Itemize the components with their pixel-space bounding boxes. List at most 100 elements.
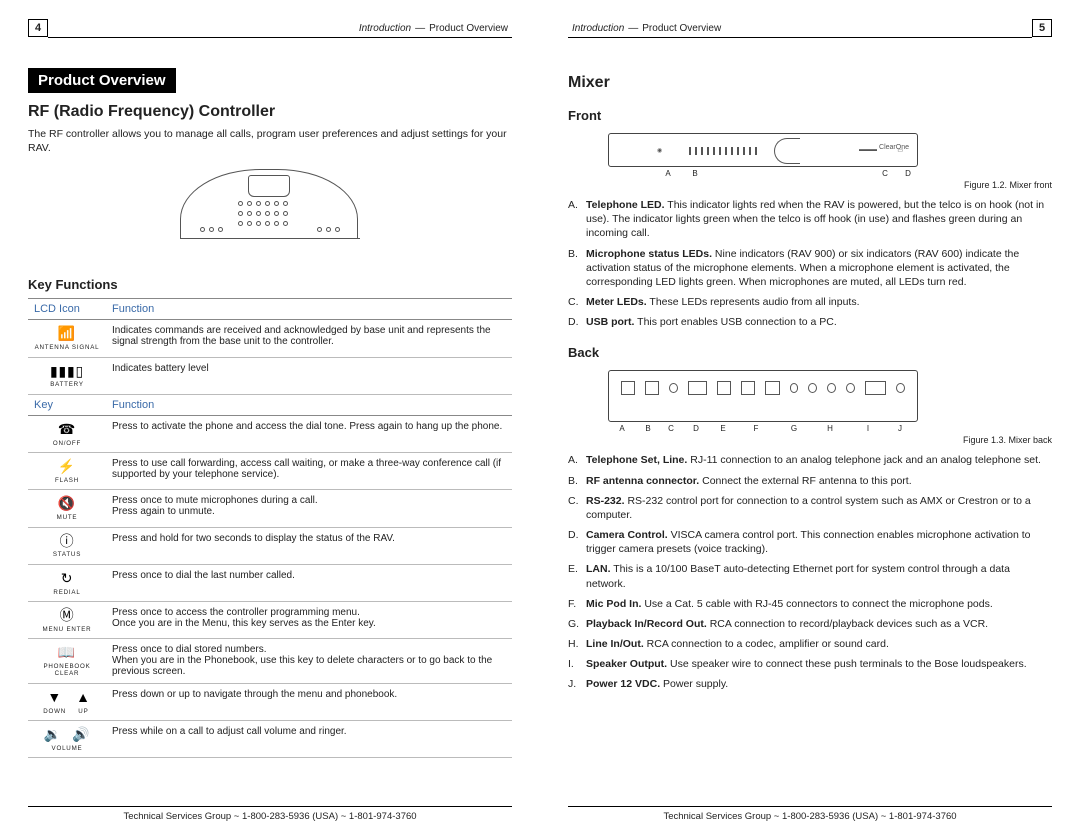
item-letter: J. bbox=[568, 677, 586, 691]
breadcrumb-sub: Product Overview bbox=[642, 23, 721, 34]
desc-cell: Press to use call forwarding, access cal… bbox=[106, 453, 512, 490]
item-text: Playback In/Record Out. RCA connection t… bbox=[586, 617, 1052, 631]
desc-cell: Press once to dial stored numbers.When y… bbox=[106, 639, 512, 684]
breadcrumb: Introduction — Product Overview bbox=[572, 23, 721, 34]
item-letter: B. bbox=[568, 474, 586, 488]
fig-back-caption: Figure 1.3. Mixer back bbox=[568, 435, 1052, 445]
desc-cell: Press while on a call to adjust call vol… bbox=[106, 721, 512, 758]
desc-cell: Indicates battery level bbox=[106, 357, 512, 394]
item-text: RF antenna connector. Connect the extern… bbox=[586, 474, 1052, 488]
breadcrumb-sub: Product Overview bbox=[429, 23, 508, 34]
header-row: Introduction — Product Overview 5 bbox=[568, 18, 1052, 38]
table-row: ⓘSTATUSPress and hold for two seconds to… bbox=[28, 527, 512, 564]
list-item: G.Playback In/Record Out. RCA connection… bbox=[568, 617, 1052, 631]
list-item: D.Camera Control. VISCA camera control p… bbox=[568, 528, 1052, 556]
back-item-list: A.Telephone Set, Line. RJ-11 connection … bbox=[568, 453, 1052, 697]
item-letter: H. bbox=[568, 637, 586, 651]
item-letter: A. bbox=[568, 453, 586, 467]
h3-key-functions: Key Functions bbox=[28, 277, 512, 292]
desc-cell: Press and hold for two seconds to displa… bbox=[106, 527, 512, 564]
icon-cell: 📖PHONEBOOK CLEAR bbox=[28, 639, 106, 684]
h3-back: Back bbox=[568, 345, 1052, 360]
list-item: C.RS-232. RS-232 control port for connec… bbox=[568, 494, 1052, 522]
breadcrumb-main: Introduction bbox=[572, 23, 624, 34]
desc-cell: Press once to access the controller prog… bbox=[106, 601, 512, 638]
item-text: Speaker Output. Use speaker wire to conn… bbox=[586, 657, 1052, 671]
mixer-back-figure bbox=[608, 370, 918, 422]
desc-cell: Press once to dial the last number calle… bbox=[106, 564, 512, 601]
desc-cell: Press once to mute microphones during a … bbox=[106, 490, 512, 527]
item-letter: A. bbox=[568, 198, 586, 241]
icon-cell: ⚡FLASH bbox=[28, 453, 106, 490]
th-function2: Function bbox=[106, 394, 512, 415]
h3-front: Front bbox=[568, 108, 1052, 123]
desc-cell: Indicates commands are received and ackn… bbox=[106, 320, 512, 357]
icon-cell: 🔇MUTE bbox=[28, 490, 106, 527]
item-letter: D. bbox=[568, 528, 586, 556]
header-row: 4 Introduction — Product Overview bbox=[28, 18, 512, 38]
icon-cell: ⓘSTATUS bbox=[28, 527, 106, 564]
footer: Technical Services Group ~ 1-800-283-593… bbox=[568, 806, 1052, 822]
table-row: 📖PHONEBOOK CLEARPress once to dial store… bbox=[28, 639, 512, 684]
mixer-front-figure: ◉ ClearOne ▬▬▬ ▭ bbox=[608, 133, 918, 167]
item-text: USB port. This port enables USB connecti… bbox=[586, 315, 1052, 329]
controller-illustration bbox=[180, 169, 360, 259]
table-row: 🔇MUTEPress once to mute microphones duri… bbox=[28, 490, 512, 527]
item-letter: B. bbox=[568, 247, 586, 290]
desc-cell: Press down or up to navigate through the… bbox=[106, 683, 512, 720]
th-function: Function bbox=[106, 299, 512, 320]
item-letter: C. bbox=[568, 494, 586, 522]
h2-rf-controller: RF (Radio Frequency) Controller bbox=[28, 103, 512, 121]
icon-cell: ▼DOWN▲UP bbox=[28, 683, 106, 720]
page-number-box: 5 bbox=[1032, 19, 1052, 37]
lcd-icon-table: LCD Icon Function 📶ANTENNA SIGNALIndicat… bbox=[28, 298, 512, 758]
item-text: Telephone Set, Line. RJ-11 connection to… bbox=[586, 453, 1052, 467]
item-text: Telephone LED. This indicator lights red… bbox=[586, 198, 1052, 241]
item-letter: C. bbox=[568, 295, 586, 309]
page-number-box: 4 bbox=[28, 19, 48, 37]
page-left: 4 Introduction — Product Overview Produc… bbox=[0, 0, 540, 834]
item-letter: I. bbox=[568, 657, 586, 671]
item-letter: E. bbox=[568, 562, 586, 590]
fig-front-caption: Figure 1.2. Mixer front bbox=[568, 180, 1052, 190]
icon-cell: ☎ON/OFF bbox=[28, 415, 106, 452]
list-item: I.Speaker Output. Use speaker wire to co… bbox=[568, 657, 1052, 671]
th-lcd-icon: LCD Icon bbox=[28, 299, 106, 320]
list-item: A.Telephone Set, Line. RJ-11 connection … bbox=[568, 453, 1052, 467]
item-text: Mic Pod In. Use a Cat. 5 cable with RJ-4… bbox=[586, 597, 1052, 611]
item-text: LAN. This is a 10/100 BaseT auto-detecti… bbox=[586, 562, 1052, 590]
breadcrumb-sep: — bbox=[628, 23, 638, 34]
breadcrumb-main: Introduction bbox=[359, 23, 411, 34]
header-rule bbox=[568, 37, 1032, 38]
breadcrumb: Introduction — Product Overview bbox=[359, 23, 508, 34]
item-letter: F. bbox=[568, 597, 586, 611]
item-text: Microphone status LEDs. Nine indicators … bbox=[586, 247, 1052, 290]
front-figure-labels: A B C D bbox=[608, 169, 1052, 178]
icon-cell: 📶ANTENNA SIGNAL bbox=[28, 320, 106, 357]
section-bar: Product Overview bbox=[28, 68, 176, 93]
list-item: E.LAN. This is a 10/100 BaseT auto-detec… bbox=[568, 562, 1052, 590]
h2-mixer: Mixer bbox=[568, 74, 1052, 92]
item-text: RS-232. RS-232 control port for connecti… bbox=[586, 494, 1052, 522]
page-right: Introduction — Product Overview 5 Mixer … bbox=[540, 0, 1080, 834]
table-row: ▼DOWN▲UPPress down or up to navigate thr… bbox=[28, 683, 512, 720]
list-item: D.USB port. This port enables USB connec… bbox=[568, 315, 1052, 329]
icon-cell: 🔉🔊VOLUME bbox=[28, 721, 106, 758]
list-item: F.Mic Pod In. Use a Cat. 5 cable with RJ… bbox=[568, 597, 1052, 611]
desc-cell: Press to activate the phone and access t… bbox=[106, 415, 512, 452]
item-letter: G. bbox=[568, 617, 586, 631]
item-text: Meter LEDs. These LEDs represents audio … bbox=[586, 295, 1052, 309]
back-figure-labels: A B C D E F G H I J bbox=[608, 424, 1052, 433]
item-text: Camera Control. VISCA camera control por… bbox=[586, 528, 1052, 556]
item-text: Line In/Out. RCA connection to a codec, … bbox=[586, 637, 1052, 651]
list-item: J.Power 12 VDC. Power supply. bbox=[568, 677, 1052, 691]
item-text: Power 12 VDC. Power supply. bbox=[586, 677, 1052, 691]
icon-cell: ▮▮▮▯BATTERY bbox=[28, 357, 106, 394]
item-letter: D. bbox=[568, 315, 586, 329]
footer: Technical Services Group ~ 1-800-283-593… bbox=[28, 806, 512, 822]
table-row: ↻REDIALPress once to dial the last numbe… bbox=[28, 564, 512, 601]
front-item-list: A.Telephone LED. This indicator lights r… bbox=[568, 198, 1052, 335]
table-row: 🔉🔊VOLUMEPress while on a call to adjust … bbox=[28, 721, 512, 758]
th-key: Key bbox=[28, 394, 106, 415]
table-row: ⚡FLASHPress to use call forwarding, acce… bbox=[28, 453, 512, 490]
